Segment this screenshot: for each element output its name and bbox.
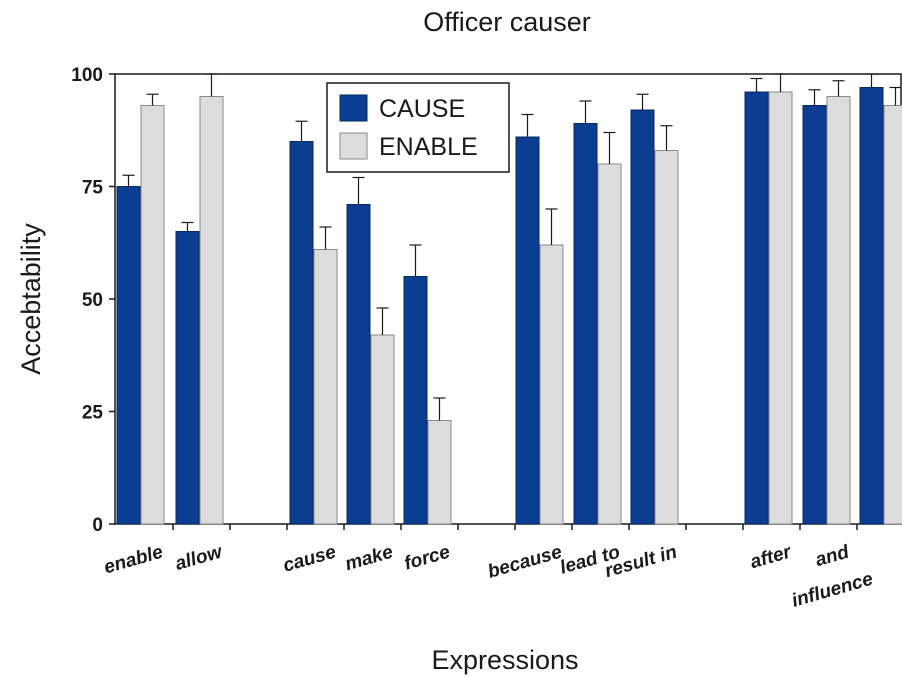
bar-cause-and [802,105,827,525]
y-axis-ticks: 0 25 50 75 100 [71,65,115,536]
bar-cause-because [515,136,540,525]
x-tick-label: force [402,542,453,575]
bar-enable-lead-to [597,163,622,525]
bar-cause-after [744,91,769,525]
chart-title: Officer causer [423,7,591,37]
error-bar [122,174,135,187]
error-bars [122,73,902,421]
error-bar [808,89,821,106]
error-bar [181,221,194,232]
bar-cause-allow [175,231,200,525]
error-bar [545,208,558,245]
x-tick-label: enable [102,542,166,579]
legend-label: CAUSE [379,95,465,123]
error-bar [889,86,902,106]
error-bar [521,113,534,137]
bar-enable-allow [199,96,224,525]
bar-cause-influence [859,87,884,525]
error-bar [603,131,616,164]
bar-cause-result-in [630,109,655,525]
bar-enable-force [427,420,452,525]
bar-cause-enable [116,186,141,525]
x-tick-label: influence [789,569,875,612]
error-bar [376,307,389,335]
error-bar [205,73,218,97]
bar-enable-enable [140,105,165,525]
error-bar [409,244,422,277]
bar-enable-and [826,96,851,525]
error-bar [352,176,365,205]
x-tick-label: because [485,542,564,583]
x-tick-label: cause [281,542,339,577]
error-bar [750,77,763,92]
legend-swatch [339,94,368,122]
y-tick-label: 50 [82,290,103,311]
legend-label: ENABLE [379,133,478,161]
error-bar [146,93,159,106]
bar-enable-result-in [654,150,679,525]
error-bar [319,226,332,250]
bar-enable-influence [883,105,902,525]
y-tick-label: 100 [71,65,103,86]
bar-enable-because [539,244,564,525]
error-bar [660,125,673,151]
bar-enable-make [370,334,395,525]
bar-enable-after [768,91,793,525]
error-bar [865,73,878,88]
y-tick-label: 75 [82,178,104,199]
error-bar [774,73,787,92]
legend: CAUSE ENABLE [326,82,510,173]
bar-cause-cause [289,141,314,525]
y-tick-label: 0 [92,515,103,536]
error-bar [579,100,592,124]
y-tick-label: 25 [82,403,104,424]
error-bar [433,397,446,421]
bar-cause-force [403,276,428,525]
error-bar [832,80,845,97]
bar-cause-lead-to [573,123,598,525]
x-axis-ticks [172,524,858,530]
x-tick-label: and [813,542,852,572]
bars [116,87,902,525]
bar-cause-make [346,204,371,525]
x-tick-label: make [343,542,396,576]
error-bar [295,120,308,142]
bar-enable-cause [313,249,338,525]
legend-swatch [339,132,368,160]
error-bar [636,93,649,110]
y-axis-label: Accebtability [16,223,46,375]
x-tick-label: allow [173,541,226,575]
x-tick-label: after [748,541,795,573]
x-axis-label: Expressions [431,645,578,675]
